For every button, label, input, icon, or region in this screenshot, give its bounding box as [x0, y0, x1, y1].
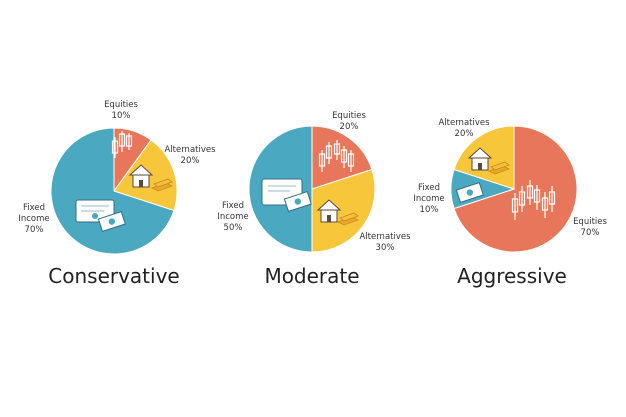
certificate-money-icon [261, 178, 312, 213]
house-gold-icon [467, 147, 511, 175]
label-fixed-income: Fixed Income [217, 201, 248, 222]
label-alternatives: Alternatives [164, 145, 216, 155]
label-equities-value: 20% [340, 122, 359, 132]
pie-chart-conservative: Equities 10% Alternatives 20% Fixed Incom… [18, 100, 216, 288]
pie-chart-moderate: Equities 20% Alternatives 30% Fixed Incom… [217, 111, 411, 288]
label-alternatives-value: 20% [181, 156, 200, 166]
money-icon [455, 182, 484, 204]
house-gold-icon [128, 164, 174, 192]
label-equities-value: 10% [112, 111, 131, 121]
candlestick-icon [111, 131, 133, 158]
label-alternatives-value: 20% [455, 129, 474, 139]
chart-title-moderate: Moderate [264, 264, 359, 288]
pie-chart-aggressive: Alternatives 20% Fixed Income 10% Equitie… [413, 118, 607, 288]
label-alternatives-value: 30% [376, 243, 395, 253]
label-alternatives: Alternatives [359, 232, 411, 242]
label-fixed-income: Fixed Income [18, 203, 49, 224]
label-fixed-income-value: 10% [420, 205, 439, 215]
chart-title-conservative: Conservative [48, 264, 179, 288]
label-equities: Equities [332, 111, 366, 121]
label-alternatives: Alternatives [438, 118, 490, 128]
candlestick-icon [511, 180, 556, 220]
candlestick-icon [318, 140, 355, 172]
label-fixed-income-value: 70% [25, 225, 44, 235]
label-equities: Equities [573, 217, 607, 227]
chart-title-aggressive: Aggressive [457, 264, 567, 288]
certificate-money-icon [75, 199, 126, 233]
label-equities: Equities [104, 100, 138, 110]
label-equities-value: 70% [581, 228, 600, 238]
pie-slice-alternatives [311, 168, 376, 253]
house-gold-icon [316, 199, 360, 226]
label-fixed-income-value: 50% [224, 223, 243, 233]
label-fixed-income: Fixed Income [413, 183, 444, 204]
